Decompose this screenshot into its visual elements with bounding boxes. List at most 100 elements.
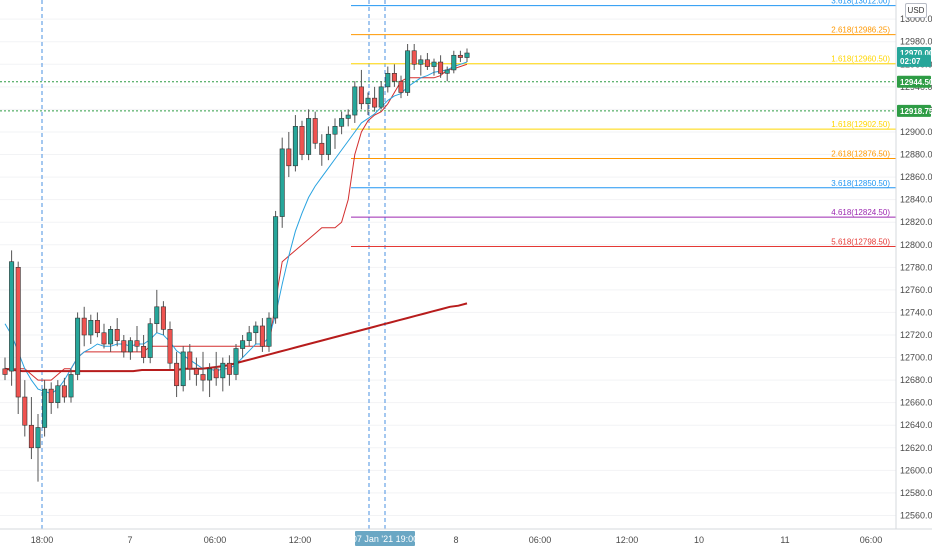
candle-body [292, 126, 298, 167]
candles [2, 43, 470, 482]
candle-body [114, 329, 120, 341]
candle-body [312, 118, 318, 144]
candle-body [411, 50, 417, 65]
candle-body [424, 59, 430, 67]
candle [226, 355, 232, 386]
candle-body [246, 332, 252, 341]
candle [339, 111, 345, 135]
candle-body [180, 351, 186, 387]
candle [378, 81, 384, 110]
candle [457, 50, 463, 63]
time-axis[interactable]: 18:00 7 06:00 12:00 07 Jan '21 19:00 8 06:00 12… [31, 531, 883, 546]
price-axis-label: 12640.00 [900, 420, 932, 430]
fib-level-label: 5.618(12798.50) [831, 237, 890, 246]
candle [134, 325, 140, 352]
candle [94, 312, 100, 338]
price-axis-label: 12660.00 [900, 398, 932, 408]
candle-body [431, 61, 437, 67]
price-tag-label: 12944.50 [900, 78, 932, 87]
candle-body [22, 396, 28, 426]
fib-level-label: 1.618(12902.50) [831, 120, 890, 129]
candle-body [15, 267, 21, 398]
candle-body [378, 86, 384, 108]
candle-body [457, 54, 463, 58]
candle-body [273, 216, 279, 319]
price-axis-label: 12620.00 [900, 443, 932, 453]
candle [279, 137, 285, 228]
currency-badge[interactable]: USD [905, 3, 927, 18]
candle [207, 363, 213, 398]
candle-body [68, 374, 74, 398]
candle [101, 323, 107, 349]
price-axis-label: 12880.00 [900, 150, 932, 160]
price-tag [897, 75, 931, 88]
candle [233, 344, 239, 381]
price-axis-label: 12740.00 [900, 307, 932, 317]
candle-body [325, 133, 331, 155]
candle [385, 66, 391, 93]
candle [141, 334, 147, 364]
time-axis-label: 12:00 [289, 535, 312, 545]
candle [286, 131, 292, 178]
candle-body [154, 306, 160, 325]
candle-body [352, 86, 358, 116]
price-axis[interactable]: 13000.0012980.0012960.0012940.0012920.00… [900, 14, 932, 520]
price-axis-label: 12760.00 [900, 285, 932, 295]
candle [220, 357, 226, 392]
candle-body [226, 362, 232, 375]
candle [345, 109, 351, 127]
candle [253, 321, 259, 345]
price-axis-label: 13000.00 [900, 14, 932, 24]
candle [127, 337, 133, 360]
candle [372, 86, 378, 112]
candle-body [464, 52, 470, 58]
time-axis-label: 06:00 [860, 535, 883, 545]
candle [444, 66, 450, 82]
candle-body [193, 368, 199, 375]
candle-body [358, 86, 364, 105]
candle [352, 81, 358, 123]
price-tag [897, 54, 931, 67]
candle-body [286, 148, 292, 167]
time-axis-label: 8 [453, 535, 458, 545]
candle [438, 55, 444, 78]
candle-body [385, 73, 391, 88]
candle [75, 312, 81, 381]
candle-body [299, 126, 305, 155]
candle [88, 314, 94, 345]
candle-body [345, 114, 351, 119]
candle [451, 50, 457, 74]
price-tag-label: 12918.75 [900, 107, 932, 116]
candle [154, 289, 160, 333]
candle [292, 115, 298, 172]
candle [398, 75, 404, 99]
fib-levels[interactable]: 3.618(13012.00) 2.618(12986.25) 1.618(1296… [351, 0, 896, 247]
candle-body [2, 368, 8, 375]
candle [15, 261, 21, 414]
candle-body [240, 340, 246, 349]
grid [0, 18, 896, 516]
candle [273, 210, 279, 324]
candle-body [339, 118, 345, 127]
time-axis-label: 11 [780, 535, 789, 545]
candle-body [88, 320, 94, 336]
candle-body [391, 73, 397, 82]
candle-body [200, 374, 206, 381]
candle [68, 368, 74, 403]
candle [147, 318, 153, 364]
candle-body [405, 50, 411, 93]
candle [325, 126, 331, 161]
candle [200, 351, 206, 392]
horizontal-levels[interactable] [0, 81, 896, 112]
candle-body [451, 54, 457, 71]
candle-body [134, 340, 140, 347]
candle [61, 377, 67, 403]
candle [312, 111, 318, 149]
candle-body [259, 325, 265, 347]
candle [246, 325, 252, 347]
price-tag-label: 02:07 [900, 57, 921, 66]
candle-body [108, 329, 114, 345]
candle-body [279, 148, 285, 217]
